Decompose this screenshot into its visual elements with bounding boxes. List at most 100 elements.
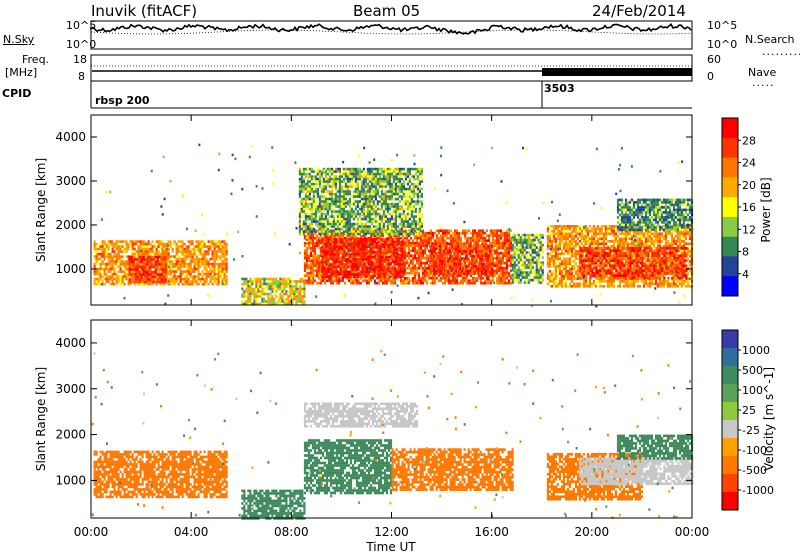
power-cell: [423, 261, 427, 265]
power-cell: [311, 241, 315, 245]
power-cell: [133, 240, 136, 243]
power-cell: [103, 242, 106, 246]
power-cell: [316, 190, 319, 193]
power-cell: [140, 275, 143, 279]
power-cell: [377, 244, 381, 247]
power-cell: [195, 242, 198, 246]
power-cell: [387, 245, 390, 249]
power-cell: [370, 230, 373, 233]
power-cell: [359, 243, 362, 246]
power-cell: [329, 268, 332, 271]
power-cell: [255, 290, 258, 293]
power-cell: [169, 270, 172, 273]
power-cell: [487, 234, 491, 237]
power-cell: [423, 271, 427, 275]
power-cell: [417, 261, 421, 265]
power-cell: [315, 274, 319, 277]
power-cell: [251, 292, 254, 296]
power-cell: [205, 270, 208, 273]
power-cell: [303, 264, 307, 267]
power-cell: [382, 210, 385, 213]
power-cell: [171, 280, 174, 283]
power-cell: [105, 267, 108, 271]
power-cell: [410, 172, 413, 176]
power-cell: [364, 215, 367, 218]
power-cell: [371, 270, 374, 274]
power-cell: [287, 282, 290, 286]
power-cell: [156, 255, 159, 259]
power-cell: [330, 192, 333, 196]
power-cell: [201, 255, 204, 258]
power-cell: [354, 200, 357, 203]
power-cell: [328, 177, 331, 181]
power-cell: [499, 269, 503, 272]
power-cell: [423, 241, 427, 245]
power-cell: [203, 245, 206, 248]
power-cell: [354, 177, 357, 181]
power-cell: [363, 240, 366, 244]
power-cell: [457, 274, 461, 277]
power-cell: [169, 255, 172, 258]
power-cell: [322, 212, 325, 216]
power-cell: [315, 266, 319, 270]
power-cell: [175, 242, 178, 246]
power-cell: [491, 231, 495, 235]
power-cell: [370, 217, 373, 221]
power-cell: [338, 200, 341, 203]
power-cell: [364, 202, 367, 206]
power-cell: [394, 185, 397, 188]
power-cell: [312, 217, 315, 221]
power-cell: [119, 280, 122, 283]
power-cell: [152, 278, 155, 281]
power-cell: [469, 266, 473, 270]
power-cell: [127, 247, 130, 251]
power-cell: [374, 175, 377, 178]
power-cell: [301, 297, 304, 301]
power-cell: [407, 266, 411, 270]
power-cell: [136, 275, 139, 279]
power-cell: [417, 276, 421, 280]
power-cell: [382, 215, 385, 218]
power-cell: [352, 200, 355, 203]
power-cell: [123, 260, 126, 263]
power-cell: [179, 265, 182, 268]
power-cell: [408, 172, 411, 176]
power-cell: [318, 202, 321, 206]
power-cell: [429, 229, 433, 232]
power-cell: [187, 245, 190, 248]
power-cell: [261, 302, 264, 306]
power-cell: [307, 234, 311, 237]
power-cell: [467, 279, 471, 282]
power-cell: [357, 281, 361, 285]
power-cell: [437, 231, 441, 235]
power-cell: [107, 262, 110, 266]
power-cell: [308, 182, 311, 186]
power-cell: [373, 240, 376, 244]
power-cell: [177, 250, 180, 253]
power-cell: [187, 282, 190, 286]
power-cell: [148, 263, 151, 266]
power-cell: [324, 220, 327, 223]
power-cell: [101, 280, 104, 283]
power-cell: [145, 242, 148, 246]
power-cell: [271, 285, 274, 288]
power-cell: [263, 287, 266, 291]
power-cell: [189, 280, 192, 283]
power-cell: [378, 177, 381, 181]
power-cell: [485, 274, 489, 277]
power-cell: [329, 275, 332, 279]
power-cell: [219, 240, 222, 243]
power-cell: [417, 266, 421, 270]
power-cell: [249, 295, 252, 298]
power-cell: [316, 207, 319, 211]
power-cell: [376, 230, 379, 233]
power-cell: [485, 239, 489, 242]
power-cell: [302, 182, 305, 186]
power-cell: [162, 260, 165, 264]
power-cell: [412, 210, 415, 213]
power-cell: [364, 192, 367, 196]
power-cell: [389, 275, 392, 279]
power-cell: [305, 279, 309, 282]
power-cell: [97, 272, 100, 276]
power-cell: [267, 277, 270, 281]
